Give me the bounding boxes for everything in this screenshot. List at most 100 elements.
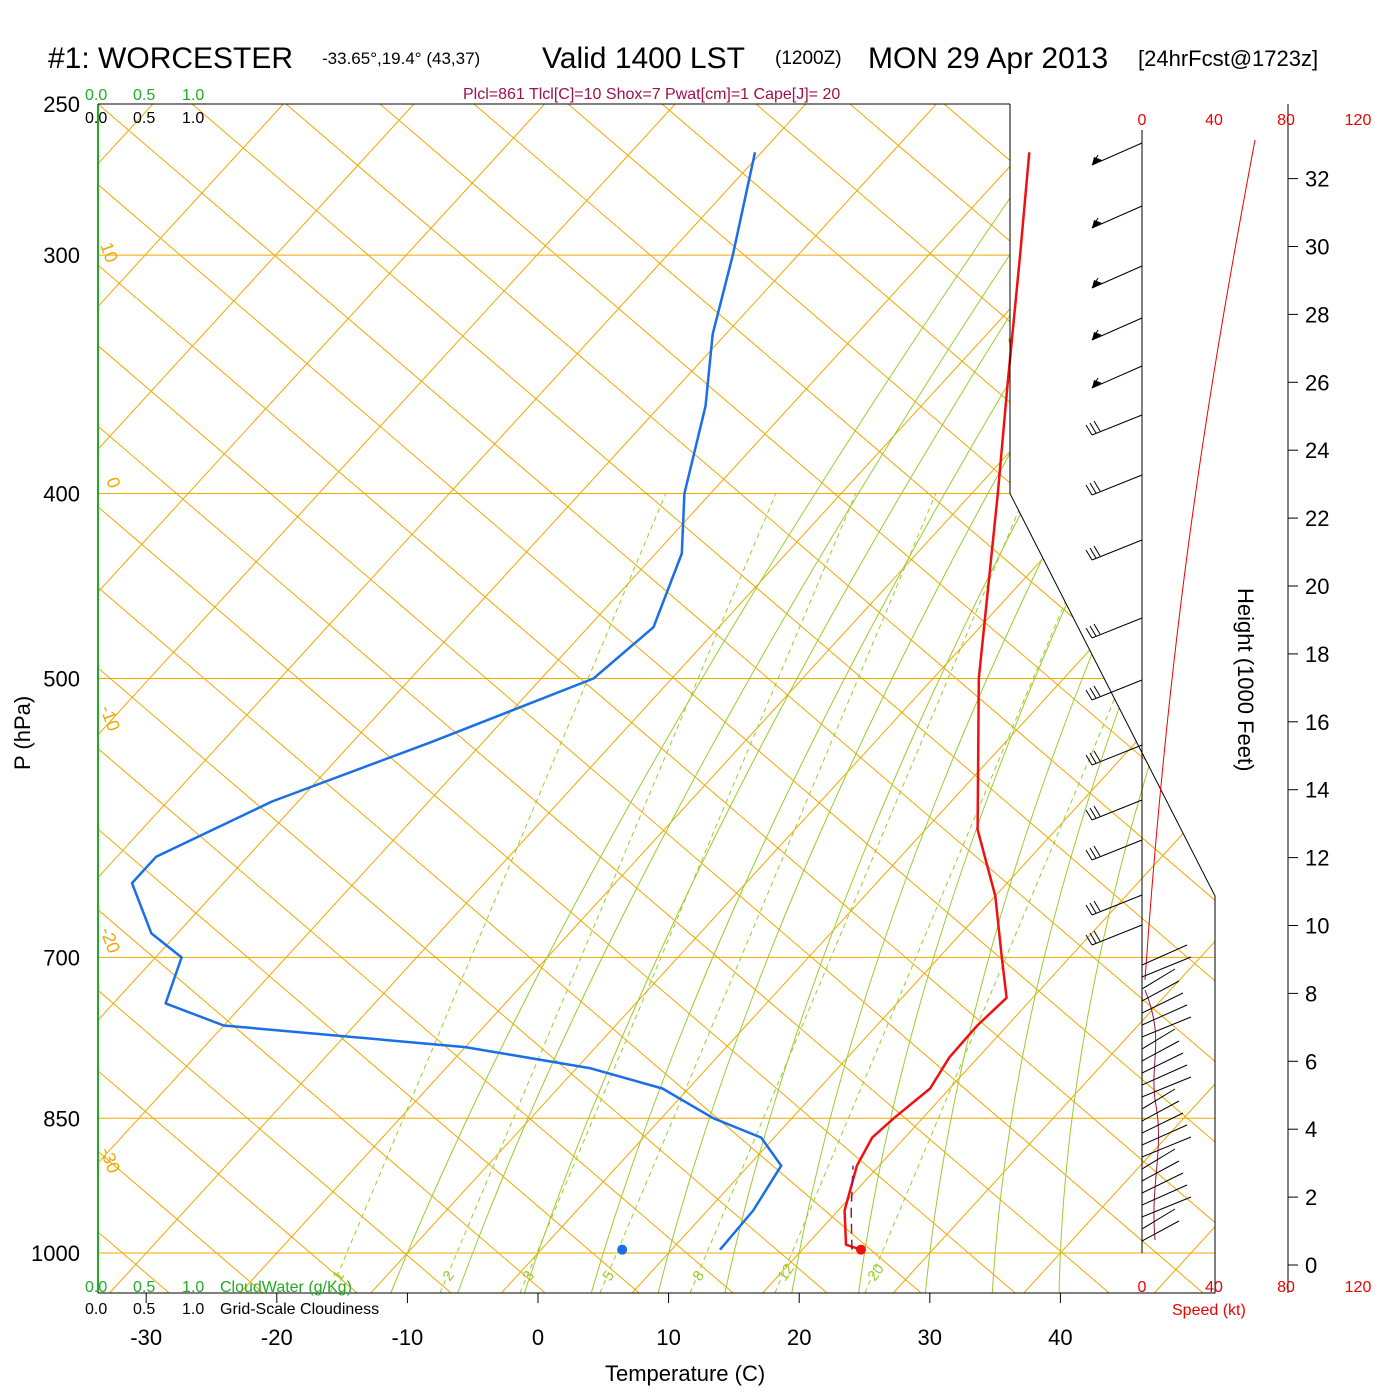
adiabat-line <box>98 104 734 1293</box>
adiabat-line <box>98 104 358 1293</box>
wind-barb-feather <box>1085 484 1093 496</box>
wind-barb-feather <box>1085 934 1093 946</box>
low-wind-barb <box>1141 1184 1188 1206</box>
temperature-tick-label: -30 <box>130 1325 162 1350</box>
sounding-params: Plcl=861 Tlcl[C]=10 Shox=7 Pwat[cm]=1 Ca… <box>463 86 840 103</box>
wind-barb-staff <box>1091 839 1143 861</box>
isotherm-label: 20 <box>1104 645 1132 673</box>
adiabat-line <box>1037 104 1215 1293</box>
pressure-tick-label: 1000 <box>31 1241 80 1266</box>
wind-barb-feather <box>1091 277 1099 289</box>
zulu-time: (1200Z) <box>775 48 842 69</box>
wind-barb-feather <box>1085 549 1093 561</box>
adiabat-line <box>98 104 922 1293</box>
adiabat-line <box>661 104 1215 1293</box>
isotherm-line <box>98 104 284 1293</box>
height-tick-label: 4 <box>1305 1117 1317 1142</box>
wind-barb-feather <box>1085 849 1093 861</box>
moist-adiabat-line <box>924 112 1215 1293</box>
adiabat-line <box>285 104 1215 1293</box>
wind-barb-staff <box>1091 539 1143 561</box>
isotherm-line <box>98 104 415 1293</box>
wind-barb-feather <box>1089 932 1097 944</box>
isotherm-line <box>98 104 1068 1293</box>
wind-barb-feather <box>1089 547 1097 559</box>
mixing-ratio-label: 12 <box>774 1261 797 1284</box>
wind-barb-feather <box>1089 752 1097 764</box>
isotherm-line <box>98 104 807 1293</box>
wind-barb-feather <box>1089 902 1097 914</box>
isotherm-line <box>98 104 545 1293</box>
adiabat-line <box>98 104 1110 1293</box>
wind-barb-feather <box>1093 545 1101 557</box>
speed-bottom-tick-label: 120 <box>1345 1279 1372 1296</box>
surface-temperature-dot <box>856 1244 867 1255</box>
bottom-black-tick: 1.0 <box>182 1301 204 1318</box>
height-tick-label: 2 <box>1305 1185 1317 1210</box>
speed-profile-line <box>1144 139 1256 981</box>
height-tick-label: 28 <box>1305 302 1329 327</box>
low-wind-barb <box>1141 1028 1176 1050</box>
wind-barb-feather <box>1089 807 1097 819</box>
isotherm-line <box>501 104 1215 1293</box>
moist-adiabat-line <box>791 112 1215 1293</box>
wind-barb-staff <box>1091 414 1143 436</box>
mixing-ratio-line <box>689 493 1027 1293</box>
isotherm-line <box>1154 104 1215 1293</box>
top-black-tick: 0.5 <box>133 110 155 127</box>
low-wind-barb <box>1141 1220 1180 1242</box>
speed-bottom-tick-label: 80 <box>1277 1279 1295 1296</box>
low-wind-barb <box>1141 1136 1192 1158</box>
speed-axis-label: Speed (kt) <box>1172 1302 1246 1319</box>
adiabat-line <box>98 104 640 1293</box>
bottom-black-scale: 0.0 0.5 1.0 <box>85 1301 204 1318</box>
height-tick-label: 24 <box>1305 438 1329 463</box>
low-wind-barb <box>1141 968 1176 990</box>
mixing-ratio-label: 2 <box>439 1268 458 1285</box>
temperature-tick-label: 30 <box>918 1325 942 1350</box>
wind-barb-staff <box>1091 142 1143 166</box>
bottom-black-tick: 0.0 <box>85 1301 107 1318</box>
height-tick-label: 6 <box>1305 1049 1317 1074</box>
wind-barb-staff <box>1091 679 1143 701</box>
adiabat-line <box>98 104 1215 1293</box>
sounding-curves <box>130 152 1031 1255</box>
isotherm-line <box>239 104 1215 1293</box>
temperature-tick-label: 10 <box>656 1325 680 1350</box>
low-wind-barb <box>1141 944 1188 966</box>
wind-pennant <box>1092 332 1102 340</box>
top-black-scale: 0.0 0.5 1.0 <box>85 110 204 127</box>
low-wind-barb <box>1141 1112 1184 1134</box>
temperature-tick-label: -20 <box>261 1325 293 1350</box>
wind-barb-staff <box>1091 924 1143 946</box>
wind-barb-feather <box>1093 420 1101 432</box>
plot-frame <box>97 103 1216 1294</box>
wind-barb-feather <box>1089 422 1097 434</box>
low-wind-barb <box>1141 1208 1176 1230</box>
wind-barb-feather <box>1085 424 1093 436</box>
height-tick-label: 30 <box>1305 235 1329 260</box>
low-wind-barb <box>1141 1016 1192 1038</box>
isotherm-label: -20 <box>96 925 124 956</box>
speed-bottom-tick-label: 0 <box>1138 1279 1147 1296</box>
height-tick-label: 0 <box>1305 1253 1317 1278</box>
cloudwater-label: CloudWater (g/Kg) <box>220 1279 352 1296</box>
wind-pennant <box>1092 157 1102 165</box>
isotherm-line <box>370 104 1215 1293</box>
mixing-ratio-line <box>519 493 857 1293</box>
adiabat-line <box>98 104 452 1293</box>
isotherm-line <box>98 104 937 1293</box>
adiabat-line <box>849 104 1215 1293</box>
wind-barb-feather <box>1093 623 1101 635</box>
low-wind-barb <box>1141 1064 1188 1086</box>
wind-barb-feather <box>1089 482 1097 494</box>
speed-bottom-tick-label: 40 <box>1205 1279 1223 1296</box>
adiabat-line <box>98 104 1215 1293</box>
temperature-tick-label: -10 <box>392 1325 424 1350</box>
height-tick-label: 20 <box>1305 574 1329 599</box>
top-black-tick: 1.0 <box>182 110 204 127</box>
adiabat-line <box>1320 104 1400 1293</box>
isotherm-line <box>631 104 1215 1293</box>
adiabat-line <box>473 104 1215 1293</box>
